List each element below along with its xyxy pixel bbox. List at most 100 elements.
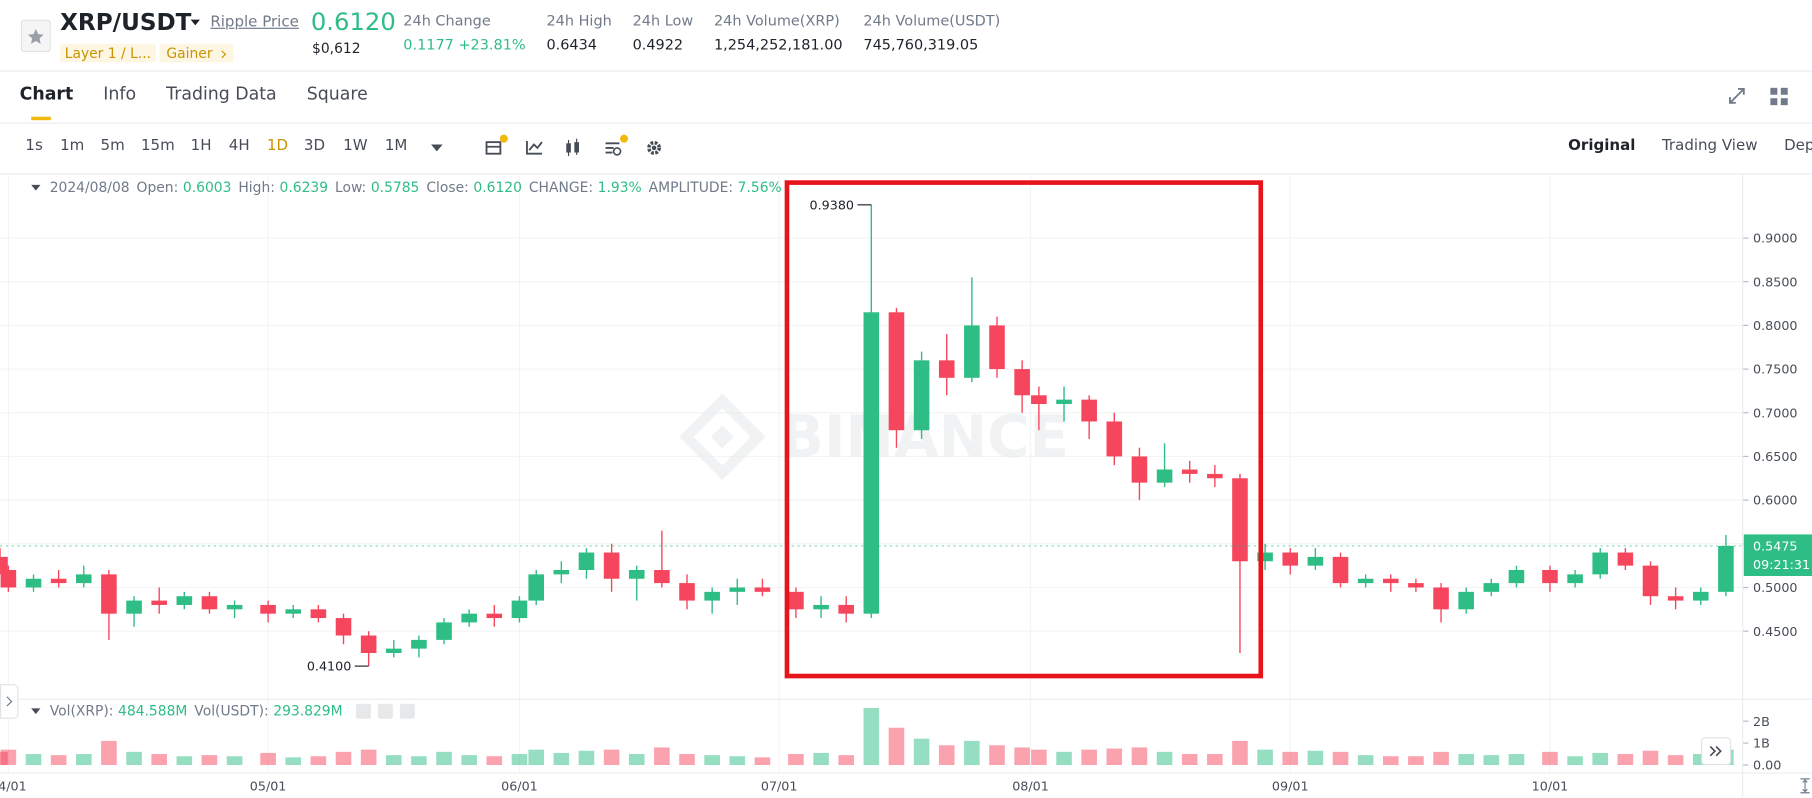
scroll-right-button[interactable] [1701, 737, 1732, 766]
tab[interactable]: Square [306, 83, 368, 105]
interval[interactable]: 1D [266, 137, 289, 155]
y-tick-label: 0.8000 [1753, 318, 1797, 333]
info-label: High: [238, 179, 275, 196]
candle-body [528, 574, 544, 601]
volume-bar [0, 749, 17, 766]
candle-body [603, 552, 620, 579]
candle-body [1131, 456, 1148, 483]
x-tick-label: 09/01 [1272, 778, 1309, 793]
volume-bar [25, 754, 42, 766]
volume-bar [511, 754, 528, 766]
volume-bar [1332, 751, 1349, 766]
info-value: 0.5785 [370, 179, 420, 196]
tool-icons[interactable] [483, 132, 668, 162]
tab[interactable]: Trading Data [166, 83, 277, 105]
stat-value: 0.1177 +23.81% [403, 35, 526, 54]
favorite-button[interactable] [20, 19, 51, 53]
stat: 24h High 0.6434 [546, 12, 611, 54]
last-price: 0.6120 [310, 8, 396, 36]
close-icon[interactable] [400, 703, 416, 719]
volume-bar [1433, 751, 1449, 766]
volume-bar [754, 757, 771, 766]
candle-body [385, 648, 402, 653]
tab[interactable]: Info [103, 83, 137, 105]
volume-bar [226, 756, 243, 766]
candle-body [863, 312, 880, 614]
candle-body [226, 604, 243, 610]
view-option[interactable]: Original [1568, 137, 1636, 155]
volume-tick-label: 2B [1753, 714, 1770, 729]
stat-label: 24h Change [403, 11, 491, 29]
volume-bar [1357, 755, 1374, 766]
volume-bar [913, 738, 930, 766]
candle-body [1592, 552, 1609, 575]
volume-bar [1232, 740, 1248, 766]
candle-body [729, 587, 746, 592]
interval[interactable]: 4H [228, 137, 250, 155]
x-tick-label: 07/01 [761, 778, 798, 793]
interval[interactable]: 1W [343, 137, 368, 155]
scale-icon[interactable] [1799, 778, 1811, 794]
volume-bar [628, 754, 645, 766]
price-link[interactable]: Ripple Price [210, 13, 299, 32]
stat-value: 0.4922 [632, 35, 684, 54]
stat-value: 1,254,252,181.00 [713, 35, 843, 54]
interval[interactable]: 1M [384, 137, 408, 155]
candle-body [1307, 556, 1324, 566]
candle-body [1642, 565, 1659, 597]
tag[interactable]: Gainer [159, 43, 234, 63]
y-tick-label: 0.9000 [1753, 231, 1797, 246]
tag[interactable]: Layer 1 / L... [60, 43, 156, 63]
volume-bar [1667, 755, 1684, 766]
layout-icons[interactable] [1728, 87, 1797, 108]
expand-button[interactable] [0, 684, 19, 719]
stats: 24h Change 0.1177 +23.81% 24h High 0.6434 24… [403, 12, 1000, 54]
interval[interactable]: 1m [60, 137, 85, 155]
candle-body [1207, 473, 1223, 479]
volume-bar [75, 754, 92, 766]
info-label: Close: [426, 179, 469, 196]
volume-bar [486, 756, 503, 766]
more-caret[interactable] [430, 143, 444, 152]
last-price-label: 0.5475 [1753, 539, 1797, 554]
stat-label: 24h Volume(USDT) [863, 11, 1001, 29]
gear-icon[interactable] [378, 703, 394, 719]
eye-icon[interactable] [356, 703, 372, 719]
volume-bar [1307, 750, 1324, 766]
volume-bar [360, 749, 377, 766]
candle-body [553, 570, 570, 575]
candle-body [813, 604, 829, 610]
symbol[interactable]: XRP/USDT [60, 8, 192, 36]
symbol-caret[interactable] [190, 18, 202, 27]
star-icon [27, 28, 44, 44]
interval[interactable]: 15m [140, 137, 175, 155]
candle-body [360, 635, 377, 653]
candle-body [1433, 587, 1449, 610]
interval[interactable]: 3D [303, 137, 326, 155]
annotation-label: 0.9380 [810, 197, 854, 212]
price-usd: $0,612 [312, 40, 361, 57]
volume-bar [1692, 754, 1709, 766]
view-option[interactable]: Depth [1784, 137, 1812, 155]
volume-bar [1282, 751, 1299, 766]
interval[interactable]: 1s [25, 137, 43, 155]
stat: 24h Volume(XRP) 1,254,252,181.00 [714, 12, 843, 54]
y-tick-label: 0.5000 [1753, 580, 1797, 595]
interval[interactable]: 5m [100, 137, 125, 155]
view-option[interactable]: Trading View [1661, 137, 1758, 155]
candle-body [126, 600, 142, 614]
interval[interactable]: 1H [190, 137, 212, 155]
candle-body [1031, 395, 1047, 405]
tab[interactable]: Chart [20, 83, 73, 121]
last-price-tag [1743, 534, 1812, 577]
candle-body [1718, 545, 1734, 592]
info-value: 293.829M [273, 702, 343, 719]
volume-bar [813, 752, 829, 766]
volume-bar [1382, 756, 1399, 766]
candle-body [436, 622, 452, 640]
y-tick-label: 0.7000 [1753, 405, 1797, 420]
volume-bar [461, 755, 477, 766]
caret [31, 708, 41, 715]
info-value: 7.56% [737, 179, 782, 196]
volume-tick-label: 1B [1753, 736, 1770, 751]
